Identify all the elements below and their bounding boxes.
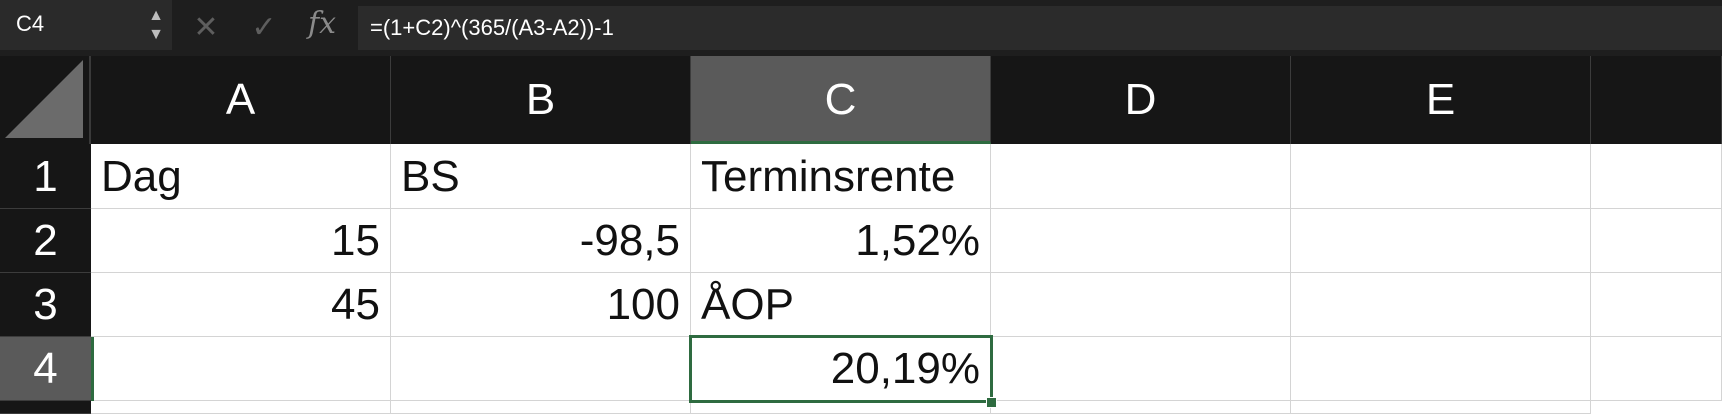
column-header-f-partial[interactable]: [1591, 56, 1722, 144]
cell-a5[interactable]: [91, 401, 391, 414]
cell-d5[interactable]: [991, 401, 1291, 414]
cell-d2[interactable]: [991, 209, 1291, 273]
fill-handle[interactable]: [986, 397, 997, 408]
cell-c2[interactable]: 1,52%: [691, 209, 991, 273]
cell-b4[interactable]: [391, 337, 691, 401]
close-icon[interactable]: ✕: [193, 11, 219, 44]
select-all-triangle-icon: [5, 60, 83, 138]
cell-d1[interactable]: [991, 144, 1291, 209]
select-all-corner[interactable]: [0, 56, 91, 144]
row-header-3[interactable]: 3: [0, 273, 91, 337]
cell-c3[interactable]: ÅOP: [691, 273, 991, 337]
column-header-c[interactable]: C: [691, 56, 991, 144]
row-header-4[interactable]: 4: [0, 337, 91, 401]
cell-e4[interactable]: [1291, 337, 1591, 401]
column-header-a[interactable]: A: [91, 56, 391, 144]
cell-a3[interactable]: 45: [91, 273, 391, 337]
row-header-5-partial[interactable]: [0, 401, 91, 414]
cell-f3[interactable]: [1591, 273, 1722, 337]
spreadsheet-grid: A B C D E 1 2 3 4 Dag BS Terminsrente 15…: [0, 56, 1722, 414]
formula-bar: C4 ▲ ▼ ✕ ✓ fx =(1+C2)^(365/(A3-A2))-1: [0, 0, 1722, 56]
cell-c5[interactable]: [691, 401, 991, 414]
cell-b2[interactable]: -98,5: [391, 209, 691, 273]
row-4-active-marker: [91, 337, 94, 401]
cell-d3[interactable]: [991, 273, 1291, 337]
fx-icon[interactable]: fx: [308, 6, 337, 41]
formula-text[interactable]: =(1+C2)^(365/(A3-A2))-1: [370, 15, 614, 40]
cell-a2[interactable]: 15: [91, 209, 391, 273]
row-header-1[interactable]: 1: [0, 144, 91, 209]
column-header-b[interactable]: B: [391, 56, 691, 144]
cell-e3[interactable]: [1291, 273, 1591, 337]
cell-b3[interactable]: 100: [391, 273, 691, 337]
name-box-stepper-icon[interactable]: ▲ ▼: [148, 7, 164, 43]
cell-d4[interactable]: [991, 337, 1291, 401]
cell-f2[interactable]: [1591, 209, 1722, 273]
formula-input[interactable]: =(1+C2)^(365/(A3-A2))-1: [358, 6, 1722, 50]
cell-c1[interactable]: Terminsrente: [691, 144, 991, 209]
cell-f1[interactable]: [1591, 144, 1722, 209]
cell-a4[interactable]: [91, 337, 391, 401]
cell-e2[interactable]: [1291, 209, 1591, 273]
column-header-d[interactable]: D: [991, 56, 1291, 144]
cell-e1[interactable]: [1291, 144, 1591, 209]
row-header-2[interactable]: 2: [0, 209, 91, 273]
name-box-value[interactable]: C4: [16, 11, 45, 36]
cell-f4[interactable]: [1591, 337, 1722, 401]
cell-b5[interactable]: [391, 401, 691, 414]
check-icon[interactable]: ✓: [251, 11, 277, 44]
cell-a1[interactable]: Dag: [91, 144, 391, 209]
name-box[interactable]: C4 ▲ ▼: [0, 0, 172, 50]
cell-b1[interactable]: BS: [391, 144, 691, 209]
cell-c4[interactable]: 20,19%: [691, 337, 991, 401]
cell-e5[interactable]: [1291, 401, 1591, 414]
column-header-e[interactable]: E: [1291, 56, 1591, 144]
